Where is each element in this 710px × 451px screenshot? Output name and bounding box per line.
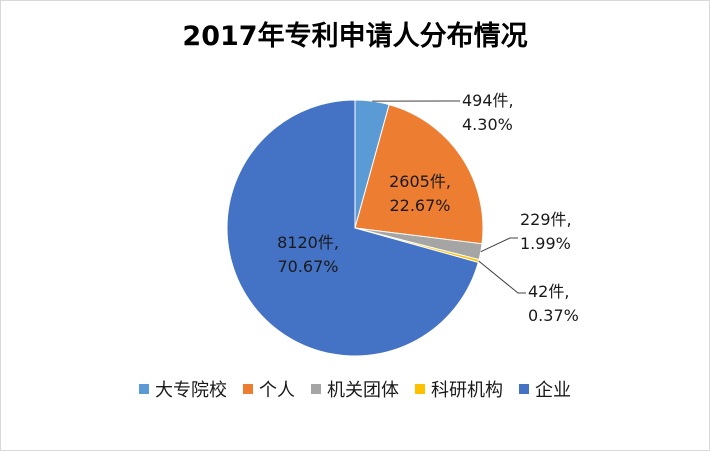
data-label-value-0: 494件,: [462, 91, 514, 110]
chart-title: 2017年专利申请人分布情况: [182, 21, 528, 52]
pie-slice-1: [354, 104, 484, 245]
data-label-percent-0: 4.30%: [462, 115, 513, 134]
data-label-percent-2: 1.99%: [520, 234, 571, 253]
data-label-percent-4: 70.67%: [277, 257, 338, 276]
legend-swatch-3: [415, 384, 425, 394]
leader-line-3: [478, 260, 526, 294]
legend-item-2: 机关团体: [311, 376, 399, 402]
legend-item-1: 个人: [243, 376, 295, 402]
legend: 大专院校 个人 机关团体 科研机构 企业: [0, 376, 710, 402]
legend-label-4: 企业: [535, 380, 571, 401]
leader-line-2: [480, 237, 518, 253]
data-label-value-2: 229件,: [520, 210, 572, 229]
pie-slice-4: [226, 99, 479, 357]
data-label-percent-3: 0.37%: [528, 306, 579, 325]
legend-item-3: 科研机构: [415, 376, 503, 402]
legend-swatch-0: [139, 384, 149, 394]
legend-swatch-1: [243, 384, 253, 394]
legend-item-0: 大专院校: [139, 376, 227, 402]
legend-swatch-4: [519, 384, 529, 394]
data-label-value-3: 42件,: [528, 282, 569, 301]
data-label-percent-1: 22.67%: [389, 196, 450, 215]
data-label-value-1: 2605件,: [389, 172, 451, 191]
legend-label-2: 机关团体: [327, 380, 399, 401]
legend-item-4: 企业: [519, 376, 571, 402]
legend-label-3: 科研机构: [431, 380, 503, 401]
legend-label-0: 大专院校: [155, 380, 227, 401]
legend-swatch-2: [311, 384, 321, 394]
data-label-value-4: 8120件,: [277, 233, 339, 252]
legend-label-1: 个人: [259, 380, 295, 401]
